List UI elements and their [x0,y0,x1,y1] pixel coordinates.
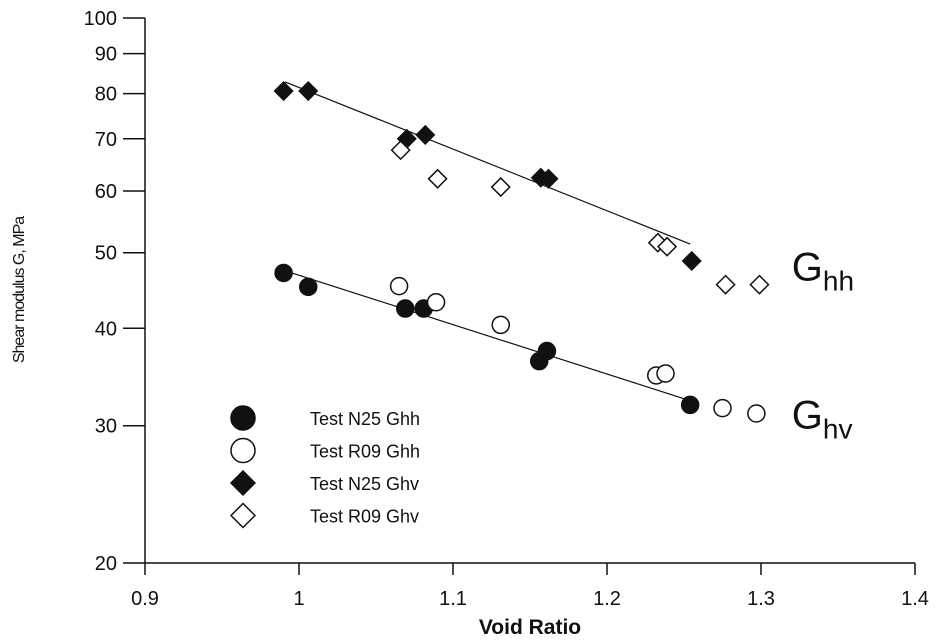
point [298,80,319,102]
point [426,292,446,312]
annotation-subscript: hv [823,414,853,445]
x-tick-label: 0.9 [131,588,159,610]
point [490,176,511,198]
legend-marker [230,437,256,464]
point [427,168,448,189]
point [396,299,415,318]
point [713,398,732,418]
y-tick-label: 20 [95,553,117,575]
y-tick-label: 30 [95,416,117,438]
legend-marker [229,469,257,497]
legend-marker [230,405,256,431]
legend-label: Test N25 Ghv [310,474,419,494]
point [680,395,700,415]
point [389,276,409,296]
x-tick-label: 1 [293,588,304,610]
y-tick-label: 100 [84,8,117,30]
y-axis-label: Shear modulus G, MPa [11,216,28,363]
x-tick-label: 1.2 [593,588,621,610]
point [749,274,770,295]
point [538,168,559,189]
point [656,236,678,257]
x-tick-label: 1.4 [901,588,929,610]
y-tick-label: 50 [95,243,117,265]
point [415,124,436,145]
point [681,250,702,272]
x-tick-label: 1.1 [439,588,467,610]
x-tick-label: 1.3 [747,588,775,610]
annotation-subscript: hh [823,266,854,297]
point [390,140,411,161]
point [274,263,293,283]
y-tick-label: 90 [95,44,117,66]
annotation-text: G [792,394,823,438]
y-tick-label: 80 [95,84,117,106]
y-tick-label: 40 [95,318,117,340]
legend-label: Test R09 Ghh [310,442,420,462]
legend-label: Test R09 Ghv [310,507,419,527]
point [715,274,736,295]
point [656,364,675,383]
annotation: Ghh [792,246,854,297]
point [273,80,294,102]
legend-label: Test N25 Ghh [310,409,420,429]
trend-line [284,81,691,245]
trend-line [284,270,691,402]
y-tick-label: 60 [95,181,117,203]
legend-marker [229,502,257,529]
point [298,277,318,297]
x-axis-label: Void Ratio [479,616,581,639]
point [537,341,557,361]
point [491,315,510,335]
annotation-text: G [792,246,823,290]
point [747,404,766,423]
y-tick-label: 70 [95,129,117,151]
annotation: Ghv [792,394,853,445]
